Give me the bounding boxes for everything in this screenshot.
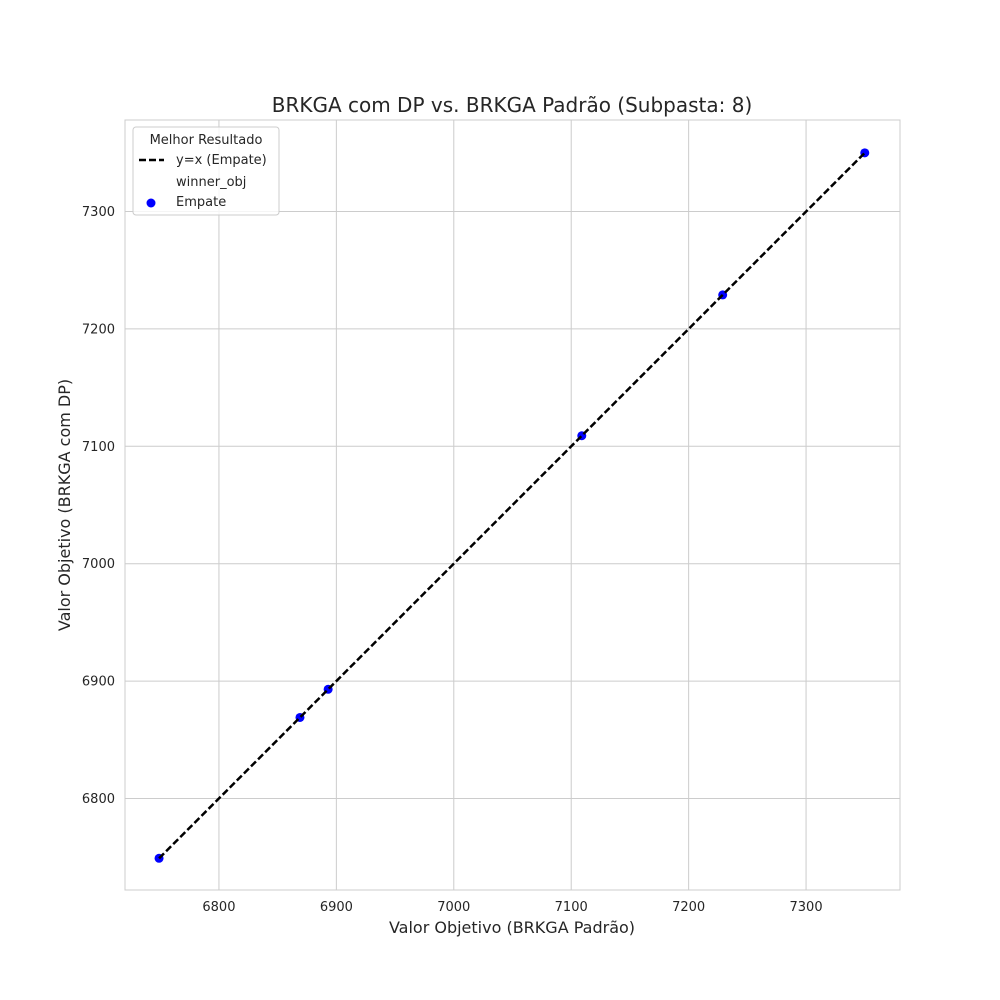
legend: Melhor Resultado y=x (Empate) winner_obj… <box>132 126 280 216</box>
legend-marker-swatch <box>146 198 156 208</box>
y-tick-label: 7000 <box>82 557 115 572</box>
tick-labels: 6800 6900 7000 7100 7200 7300 6800 6900 7000 7100… <box>82 205 823 915</box>
x-axis-label: Valor Objetivo (BRKGA Padrão) <box>389 918 635 937</box>
y-axis-label: Valor Objetivo (BRKGA com DP) <box>55 379 74 631</box>
y-tick-label: 7100 <box>82 440 115 455</box>
plot-marks <box>154 148 870 863</box>
legend-label-line: y=x (Empate) <box>176 153 267 168</box>
chart-title: BRKGA com DP vs. BRKGA Padrão (Subpasta:… <box>272 93 753 117</box>
grid <box>125 120 900 890</box>
legend-title: Melhor Resultado <box>150 133 263 148</box>
y-tick-label: 6900 <box>82 675 115 690</box>
reference-line <box>158 151 866 860</box>
x-tick-label: 7000 <box>437 900 470 915</box>
legend-box <box>132 126 280 216</box>
y-tick-label: 6800 <box>82 792 115 807</box>
y-tick-label: 7200 <box>82 322 115 337</box>
plot-frame <box>124 119 901 891</box>
x-tick-label: 7100 <box>555 900 588 915</box>
y-tick-label: 7300 <box>82 205 115 220</box>
legend-label-marker: Empate <box>176 195 226 210</box>
x-tick-label: 6900 <box>320 900 353 915</box>
x-tick-label: 7300 <box>790 900 823 915</box>
x-tick-label: 7200 <box>672 900 705 915</box>
x-tick-label: 6800 <box>202 900 235 915</box>
legend-header: winner_obj <box>176 175 246 190</box>
